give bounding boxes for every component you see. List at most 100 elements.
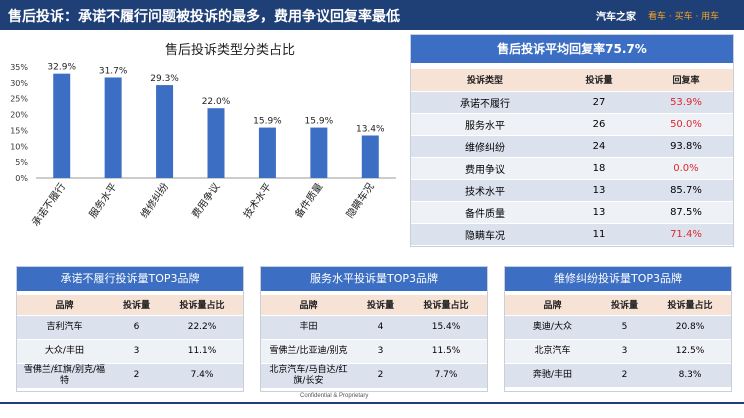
brand-panel-title: 服务水平投诉量TOP3品牌: [261, 267, 487, 291]
table-cell: 吉利汽车: [17, 315, 112, 340]
table-cell: 13: [558, 179, 639, 202]
bar-value-label: 29.3%: [150, 74, 179, 84]
table-cell: 20.8%: [649, 315, 731, 340]
table-cell: 26: [558, 113, 639, 136]
table-cell: 雪佛兰/红旗/别克/福特: [17, 363, 112, 389]
column-header: 投诉量: [599, 295, 650, 316]
table-cell: 50.0%: [638, 113, 733, 136]
table-cell: 6: [111, 315, 162, 340]
bar-value-label: 15.9%: [305, 117, 334, 127]
brand-panel-3: 维修纠纷投诉量TOP3品牌 品牌 投诉量 投诉量占比 奥迪/大众 5 20.8% 北京汽车 3…: [504, 266, 732, 392]
table-cell: 维修纠纷: [411, 135, 559, 158]
x-tick-label: 费用争议: [189, 180, 223, 220]
column-header: 品牌: [505, 295, 600, 316]
table-cell: 3: [111, 339, 162, 364]
brand-panel-title: 承诺不履行投诉量TOP3品牌: [17, 267, 243, 291]
column-header: 投诉量: [355, 295, 406, 316]
table-cell: 7.7%: [405, 363, 487, 389]
bar: [258, 127, 276, 178]
reply-rate-table: 投诉类型 投诉量 回复率 承诺不履行 27 53.9% 服务水平 26 50.0% 维修纠纷 24…: [411, 69, 733, 246]
y-tick-label: 35%: [10, 63, 28, 72]
x-tick-label: 服务水平: [86, 180, 120, 220]
table-cell: 13: [558, 201, 639, 224]
column-header: 投诉类型: [411, 69, 559, 92]
column-header: 品牌: [17, 295, 112, 316]
brand-table: 品牌 投诉量 投诉量占比 丰田 4 15.4% 雪佛兰/比亚迪/别克 3 11.5% 北京汽车/马…: [261, 295, 487, 389]
column-header: 投诉量占比: [649, 295, 731, 316]
y-tick-label: 15%: [10, 126, 28, 135]
table-row: 大众/丰田 3 11.1%: [17, 339, 243, 364]
footer-text: Confidential & Proprietary: [300, 393, 369, 399]
y-tick-label: 0%: [15, 174, 28, 183]
brand-panel-title: 维修纠纷投诉量TOP3品牌: [505, 267, 731, 291]
table-row: 北京汽车 3 12.5%: [505, 339, 731, 364]
y-tick-label: 10%: [10, 142, 28, 151]
table-cell: 11: [558, 223, 639, 246]
column-header: 回复率: [638, 69, 733, 92]
x-tick-label: 备件质量: [292, 180, 326, 220]
table-cell: 12.5%: [649, 339, 731, 364]
table-row: 吉利汽车 6 22.2%: [17, 315, 243, 340]
bar: [156, 85, 174, 178]
table-row: 维修纠纷 24 93.8%: [411, 135, 733, 158]
table-cell: 3: [355, 339, 406, 364]
bar-value-label: 13.4%: [356, 125, 385, 135]
bar-value-label: 15.9%: [253, 117, 282, 127]
y-tick-label: 5%: [15, 158, 28, 167]
x-tick-label: 隐瞒车况: [343, 180, 377, 220]
x-tick-label: 技术水平: [240, 180, 274, 220]
table-cell: 2: [355, 363, 406, 389]
table-cell: 15.4%: [405, 315, 487, 340]
table-cell: 0.0%: [638, 157, 733, 180]
column-header: 投诉量: [111, 295, 162, 316]
bar: [207, 108, 225, 178]
table-cell: 大众/丰田: [17, 339, 112, 364]
reply-rate-title: 售后投诉平均回复率75.7%: [411, 35, 733, 63]
table-cell: 85.7%: [638, 179, 733, 202]
table-cell: 奔驰/丰田: [505, 363, 600, 388]
table-cell: 87.5%: [638, 201, 733, 224]
table-cell: 53.9%: [638, 91, 733, 114]
bar: [361, 135, 379, 178]
table-cell: 2: [111, 363, 162, 389]
x-tick-label: 维修纠纷: [137, 180, 171, 220]
bar-value-label: 32.9%: [47, 63, 76, 73]
y-tick-label: 20%: [10, 111, 28, 120]
table-row: 雪佛兰/比亚迪/别克 3 11.5%: [261, 339, 487, 364]
bar: [310, 127, 328, 178]
table-cell: 7.4%: [161, 363, 243, 389]
table-row: 技术水平 13 85.7%: [411, 179, 733, 202]
table-cell: 93.8%: [638, 135, 733, 158]
table-cell: 18: [558, 157, 639, 180]
table-row: 承诺不履行 27 53.9%: [411, 91, 733, 114]
page-title: 售后投诉：承诺不履行问题被投诉的最多，费用争议回复率最低: [8, 9, 400, 25]
table-cell: 承诺不履行: [411, 91, 559, 114]
table-cell: 丰田: [261, 315, 356, 340]
table-row: 费用争议 18 0.0%: [411, 157, 733, 180]
table-cell: 服务水平: [411, 113, 559, 136]
bar-value-label: 31.7%: [99, 66, 128, 76]
table-cell: 3: [599, 339, 650, 364]
column-header: 投诉量: [558, 69, 639, 92]
table-cell: 24: [558, 135, 639, 158]
brand-slogan: 看车 · 买车 · 用车: [648, 12, 720, 22]
table-cell: 8.3%: [649, 363, 731, 388]
brand-panel-1: 承诺不履行投诉量TOP3品牌 品牌 投诉量 投诉量占比 吉利汽车 6 22.2% 大众/丰田…: [16, 266, 244, 392]
table-cell: 2: [599, 363, 650, 388]
table-cell: 4: [355, 315, 406, 340]
footer-line: [0, 402, 744, 404]
table-row: 奥迪/大众 5 20.8%: [505, 315, 731, 340]
bar: [53, 73, 71, 178]
table-cell: 费用争议: [411, 157, 559, 180]
bar-value-label: 22.0%: [202, 97, 231, 107]
header-banner: 售后投诉：承诺不履行问题被投诉的最多，费用争议回复率最低 汽车之家 看车 · 买…: [0, 0, 744, 30]
table-cell: 11.5%: [405, 339, 487, 364]
table-row: 服务水平 26 50.0%: [411, 113, 733, 136]
reply-rate-panel: 售后投诉平均回复率75.7% 投诉类型 投诉量 回复率 承诺不履行 27 53.9% 服务…: [410, 34, 734, 247]
table-row: 隐瞒车况 11 71.4%: [411, 223, 733, 246]
table-cell: 技术水平: [411, 179, 559, 202]
table-cell: 22.2%: [161, 315, 243, 340]
table-row: 奔驰/丰田 2 8.3%: [505, 363, 731, 388]
column-header: 投诉量占比: [161, 295, 243, 316]
chart-title: 售后投诉类型分类占比: [164, 43, 295, 58]
